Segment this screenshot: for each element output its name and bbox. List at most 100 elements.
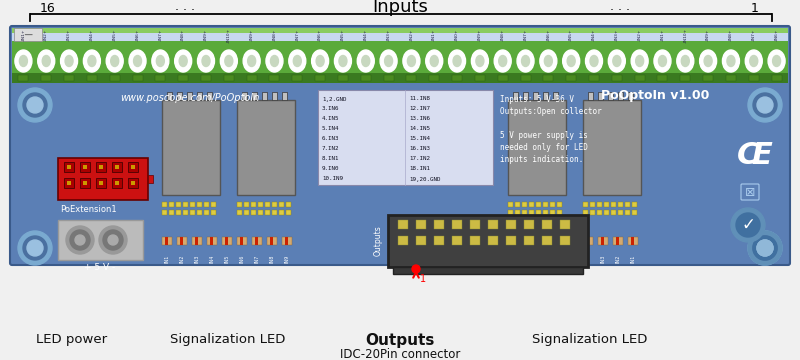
Ellipse shape xyxy=(248,55,256,67)
Bar xyxy=(598,92,603,100)
Text: IN2: IN2 xyxy=(615,255,621,264)
Bar xyxy=(618,202,623,207)
Bar xyxy=(538,237,548,245)
Text: needed only for LED: needed only for LED xyxy=(500,144,588,153)
Text: inputs indication.: inputs indication. xyxy=(500,156,583,165)
Text: PoOptoIn v1.00: PoOptoIn v1.00 xyxy=(601,89,709,102)
Ellipse shape xyxy=(334,50,351,72)
Bar xyxy=(470,236,480,245)
Circle shape xyxy=(66,226,94,254)
Ellipse shape xyxy=(174,50,192,72)
Ellipse shape xyxy=(426,50,442,72)
Ellipse shape xyxy=(134,55,142,67)
Ellipse shape xyxy=(243,50,260,72)
Text: 4.IN5: 4.IN5 xyxy=(322,117,339,122)
Bar xyxy=(533,92,538,100)
Text: 16.IN3: 16.IN3 xyxy=(409,147,430,152)
Text: -IN3+: -IN3+ xyxy=(615,29,619,41)
Bar xyxy=(262,92,267,100)
Text: -IN7+: -IN7+ xyxy=(158,29,162,41)
Text: 1,2.GND: 1,2.GND xyxy=(322,96,346,102)
Bar xyxy=(237,210,242,215)
Bar xyxy=(632,202,637,207)
Circle shape xyxy=(23,93,47,117)
Bar xyxy=(536,210,541,215)
Bar xyxy=(197,210,202,215)
Text: -IN6+: -IN6+ xyxy=(774,29,778,41)
Ellipse shape xyxy=(608,50,626,72)
Bar xyxy=(240,237,243,245)
Ellipse shape xyxy=(746,50,762,72)
Bar xyxy=(513,92,518,100)
Ellipse shape xyxy=(294,55,302,67)
Circle shape xyxy=(18,231,52,265)
Text: -IN4+: -IN4+ xyxy=(592,29,596,41)
Ellipse shape xyxy=(722,50,739,72)
Bar xyxy=(383,75,394,81)
Ellipse shape xyxy=(316,55,324,67)
Bar xyxy=(703,75,713,81)
Bar xyxy=(237,100,295,195)
Ellipse shape xyxy=(129,50,146,72)
Ellipse shape xyxy=(704,55,712,67)
Bar xyxy=(597,210,602,215)
Text: 5 V power supply is: 5 V power supply is xyxy=(500,131,588,140)
Bar xyxy=(590,202,595,207)
Text: IN1: IN1 xyxy=(165,255,170,264)
Bar xyxy=(470,220,480,229)
Ellipse shape xyxy=(494,50,511,72)
Bar xyxy=(183,202,188,207)
Ellipse shape xyxy=(38,50,54,72)
Text: ━━: ━━ xyxy=(24,32,32,38)
Bar xyxy=(183,210,188,215)
Text: IN7: IN7 xyxy=(254,255,259,264)
Bar xyxy=(204,202,209,207)
Bar xyxy=(207,237,217,245)
Bar xyxy=(508,237,518,245)
Text: 11.IN8: 11.IN8 xyxy=(409,96,430,102)
Ellipse shape xyxy=(156,55,164,67)
Ellipse shape xyxy=(289,50,306,72)
Bar xyxy=(279,210,284,215)
Ellipse shape xyxy=(266,50,283,72)
Bar xyxy=(315,75,325,81)
Bar xyxy=(597,202,602,207)
Text: IN3: IN3 xyxy=(601,255,606,264)
Circle shape xyxy=(753,236,777,260)
Bar xyxy=(506,236,516,245)
Bar xyxy=(195,237,198,245)
Bar xyxy=(604,210,609,215)
Bar xyxy=(237,202,242,207)
Ellipse shape xyxy=(517,50,534,72)
Bar xyxy=(524,236,534,245)
Ellipse shape xyxy=(750,55,758,67)
Text: 6.IN3: 6.IN3 xyxy=(322,136,339,141)
Circle shape xyxy=(75,235,85,245)
Bar xyxy=(244,202,249,207)
Bar xyxy=(12,28,788,41)
Ellipse shape xyxy=(540,50,557,72)
Bar xyxy=(190,210,195,215)
Circle shape xyxy=(753,236,777,260)
Circle shape xyxy=(753,93,777,117)
Text: 15.IN4: 15.IN4 xyxy=(409,136,430,141)
Bar xyxy=(529,202,534,207)
Text: 12.IN7: 12.IN7 xyxy=(409,107,430,112)
Text: -IN3+: -IN3+ xyxy=(386,29,390,41)
Bar xyxy=(14,28,42,41)
Circle shape xyxy=(70,230,90,250)
Bar xyxy=(608,92,613,100)
Bar xyxy=(543,202,548,207)
Bar xyxy=(515,202,520,207)
Text: IN8: IN8 xyxy=(270,255,274,264)
Ellipse shape xyxy=(407,55,415,67)
Bar xyxy=(583,210,588,215)
Ellipse shape xyxy=(636,55,644,67)
Bar xyxy=(222,237,232,245)
Bar xyxy=(258,210,263,215)
Circle shape xyxy=(27,97,43,113)
Bar xyxy=(87,75,97,81)
Bar xyxy=(267,237,277,245)
Text: Outputs: Outputs xyxy=(374,226,382,256)
Ellipse shape xyxy=(654,50,671,72)
